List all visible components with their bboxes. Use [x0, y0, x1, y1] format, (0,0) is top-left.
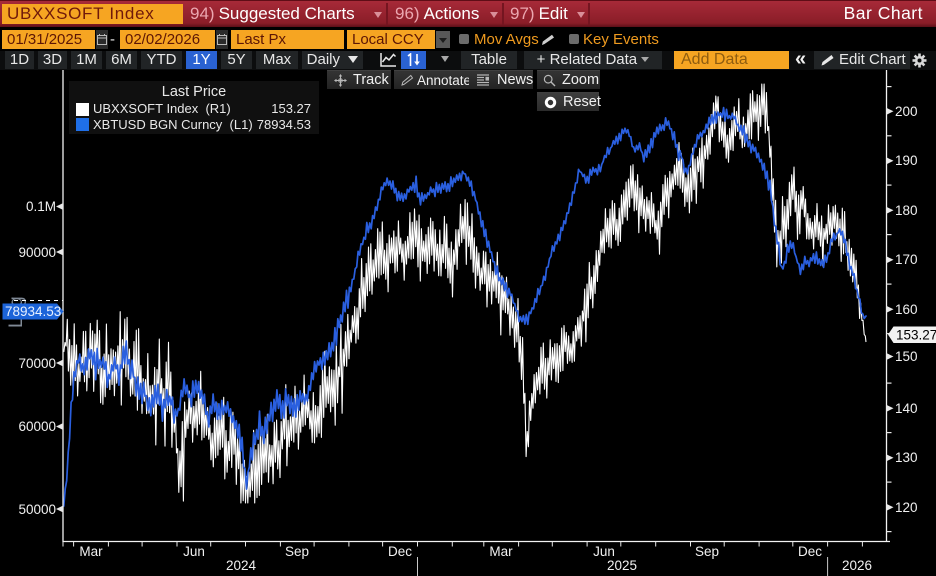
svg-text:153.27: 153.27 [896, 328, 936, 343]
svg-text:78934.53: 78934.53 [5, 304, 61, 319]
